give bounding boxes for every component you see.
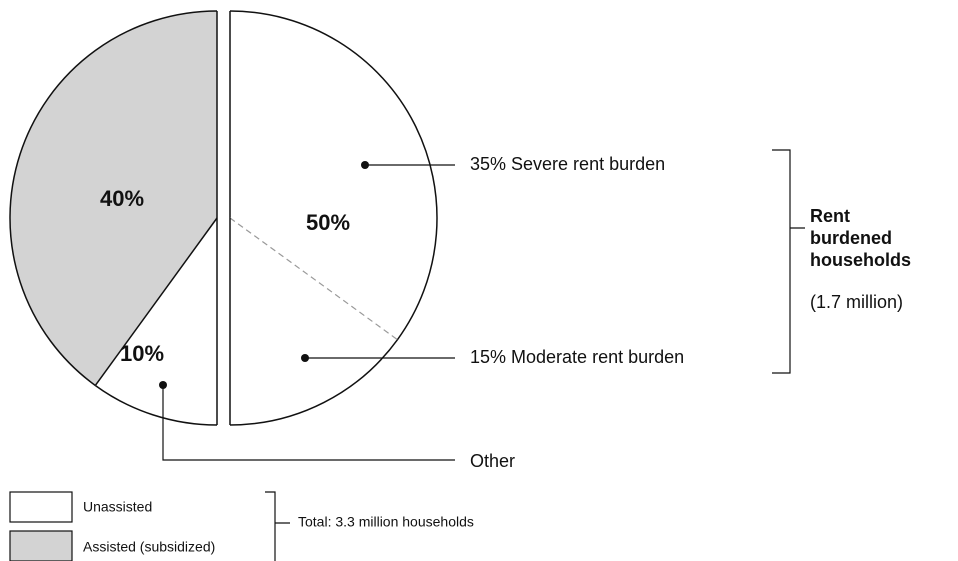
slice-divider	[229, 217, 398, 341]
slice-arc	[229, 339, 399, 426]
bracket	[772, 149, 805, 374]
callout-dot	[361, 161, 369, 169]
pie-slice	[230, 11, 437, 340]
callout-dot	[301, 354, 309, 362]
bracket-note: (1.7 million)	[810, 292, 904, 312]
callout-dot	[159, 381, 167, 389]
value-label: 40%	[100, 186, 144, 211]
slice-arc	[229, 10, 438, 341]
value-label: 10%	[120, 341, 164, 366]
legend-note: Total: 3.3 million households	[298, 514, 474, 530]
legend-label: Assisted (subsidized)	[83, 539, 215, 555]
legend-bracket	[265, 491, 290, 561]
legend-swatch	[9, 530, 73, 561]
slice-label: 15% Moderate rent burden	[470, 347, 684, 367]
slice-label: Other	[470, 451, 515, 471]
group-label: 50%	[306, 210, 350, 235]
slice-arc	[9, 10, 218, 387]
slice-arc	[94, 384, 218, 426]
pie-slice	[9, 11, 217, 386]
pie-slice	[95, 218, 217, 425]
slice-label: 35% Severe rent burden	[470, 154, 665, 174]
legend-swatch	[9, 491, 73, 523]
bracket-label: Rent burdened households	[810, 206, 912, 270]
legend-label: Unassisted	[83, 499, 152, 515]
slice-edge	[94, 217, 218, 386]
callout-line	[162, 385, 455, 461]
pie-slice	[230, 218, 398, 425]
